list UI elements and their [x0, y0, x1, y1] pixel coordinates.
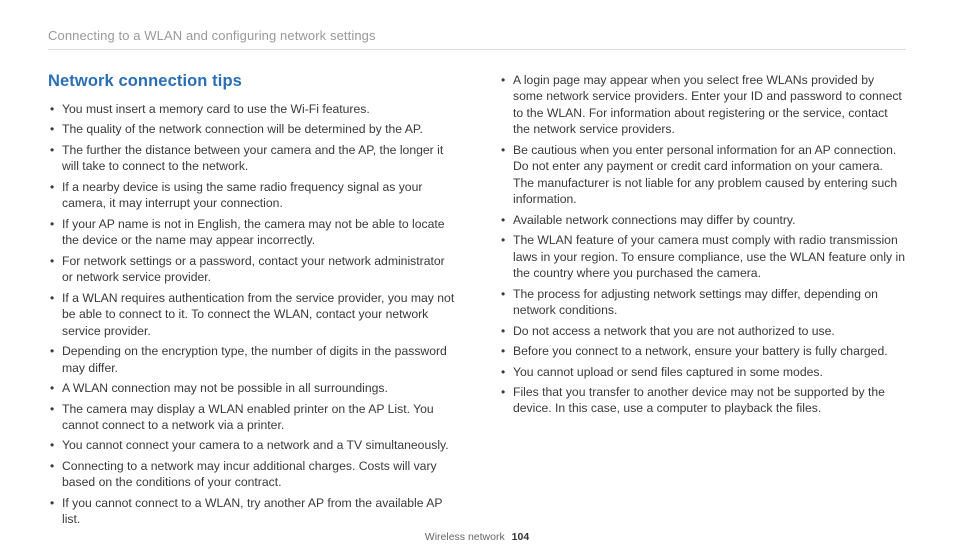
right-column: A login page may appear when you select …: [499, 72, 906, 532]
list-item: The WLAN feature of your camera must com…: [499, 232, 906, 281]
list-item: A login page may appear when you select …: [499, 72, 906, 138]
list-item: You cannot upload or send files captured…: [499, 364, 906, 380]
list-item: If a WLAN requires authentication from t…: [48, 290, 455, 339]
two-column-layout: Network connection tips You must insert …: [48, 72, 906, 532]
left-column: Network connection tips You must insert …: [48, 72, 455, 532]
list-item: If a nearby device is using the same rad…: [48, 179, 455, 212]
list-item: Depending on the encryption type, the nu…: [48, 343, 455, 376]
list-item: A WLAN connection may not be possible in…: [48, 380, 455, 396]
list-item: The further the distance between your ca…: [48, 142, 455, 175]
list-item: Connecting to a network may incur additi…: [48, 458, 455, 491]
list-item: Do not access a network that you are not…: [499, 323, 906, 339]
breadcrumb: Connecting to a WLAN and configuring net…: [48, 28, 906, 43]
list-item: The quality of the network connection wi…: [48, 121, 455, 137]
section-title: Network connection tips: [48, 72, 455, 91]
bullet-list-right: A login page may appear when you select …: [499, 72, 906, 417]
list-item: The process for adjusting network settin…: [499, 286, 906, 319]
list-item: You must insert a memory card to use the…: [48, 101, 455, 117]
list-item: For network settings or a password, cont…: [48, 253, 455, 286]
header-divider: [48, 49, 906, 50]
list-item: You cannot connect your camera to a netw…: [48, 437, 455, 453]
list-item: Be cautious when you enter personal info…: [499, 142, 906, 208]
page-footer: Wireless network 104: [0, 531, 954, 543]
footer-label: Wireless network: [425, 531, 505, 543]
document-page: Connecting to a WLAN and configuring net…: [0, 0, 954, 557]
list-item: Before you connect to a network, ensure …: [499, 343, 906, 359]
list-item: Files that you transfer to another devic…: [499, 384, 906, 417]
list-item: The camera may display a WLAN enabled pr…: [48, 401, 455, 434]
page-number: 104: [512, 531, 530, 543]
list-item: Available network connections may differ…: [499, 212, 906, 228]
bullet-list-left: You must insert a memory card to use the…: [48, 101, 455, 528]
list-item: If you cannot connect to a WLAN, try ano…: [48, 495, 455, 528]
list-item: If your AP name is not in English, the c…: [48, 216, 455, 249]
